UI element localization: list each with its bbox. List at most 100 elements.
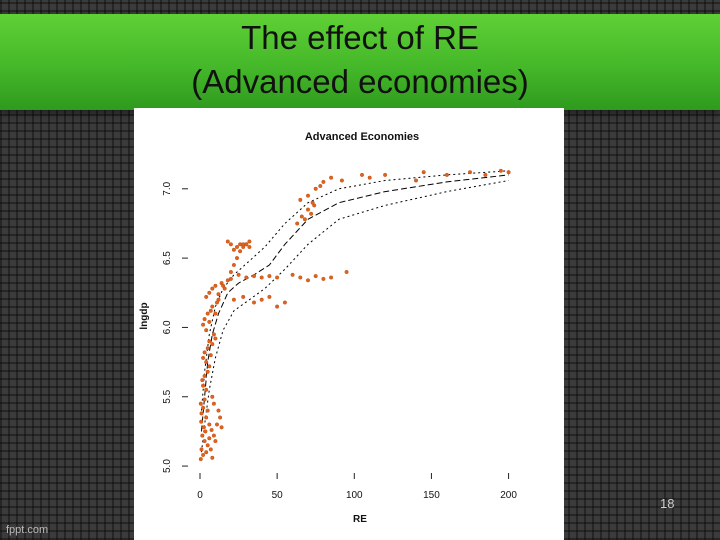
data-point-121	[498, 168, 503, 173]
data-point-57	[213, 283, 218, 288]
data-point-117	[421, 170, 426, 175]
y-axis: 5.0 5.5 6.0 6.5 7.0	[162, 181, 188, 473]
data-point-63	[228, 269, 233, 274]
data-point-23	[214, 422, 219, 427]
data-point-83	[267, 274, 272, 279]
fit-curve-1	[201, 174, 509, 432]
data-point-110	[321, 179, 326, 184]
data-point-79	[236, 272, 241, 277]
data-point-18	[205, 408, 210, 413]
data-point-111	[329, 175, 334, 180]
data-point-65	[234, 256, 239, 261]
data-point-55	[207, 290, 212, 295]
data-point-71	[228, 242, 233, 247]
data-point-95	[313, 274, 318, 279]
data-point-33	[205, 369, 210, 374]
data-point-49	[208, 308, 213, 313]
data-point-70	[225, 239, 230, 244]
data-point-9	[205, 443, 210, 448]
y-tick-label-0: 5.0	[162, 459, 173, 473]
data-point-22	[213, 439, 218, 444]
scatter-chart: Advanced Economies RE lngdp 0 50 100 150 200…	[139, 131, 517, 525]
data-point-103	[309, 211, 314, 216]
data-point-51	[213, 311, 218, 316]
data-point-91	[282, 300, 287, 305]
y-tick-label-2: 6.0	[162, 320, 173, 334]
data-point-17	[202, 397, 207, 402]
data-point-107	[310, 200, 315, 205]
data-point-31	[200, 378, 205, 383]
data-point-69	[247, 239, 252, 244]
data-point-5	[200, 433, 205, 438]
data-point-40	[208, 353, 213, 358]
data-point-20	[209, 428, 214, 433]
page-number: 18	[660, 496, 675, 511]
data-point-93	[298, 275, 303, 280]
data-point-8	[203, 429, 208, 434]
data-point-120	[483, 172, 488, 177]
x-tick-label-0: 0	[197, 490, 203, 501]
data-points	[198, 168, 511, 462]
data-point-38	[205, 346, 210, 351]
y-tick-label-3: 6.5	[162, 251, 173, 265]
data-point-56	[210, 286, 215, 291]
x-axis: 0 50 100 150 200	[197, 473, 517, 501]
data-point-90	[275, 304, 280, 309]
data-point-101	[302, 217, 307, 222]
fit-curve-3	[201, 180, 509, 453]
data-point-46	[202, 317, 207, 322]
data-point-7	[199, 419, 204, 424]
data-point-12	[210, 455, 215, 460]
data-point-86	[241, 294, 246, 299]
data-point-85	[231, 297, 236, 302]
data-point-42	[211, 332, 216, 337]
data-point-35	[204, 360, 209, 365]
data-point-28	[210, 394, 215, 399]
x-axis-label: RE	[353, 514, 367, 525]
data-point-118	[444, 172, 449, 177]
data-point-53	[216, 297, 221, 302]
data-point-6	[201, 425, 206, 430]
data-point-30	[201, 383, 206, 388]
data-point-0	[198, 457, 203, 462]
y-tick-label-1: 5.5	[162, 389, 173, 403]
fit-curve-2	[201, 170, 509, 411]
data-point-66	[238, 249, 243, 254]
data-point-92	[290, 272, 295, 277]
data-point-88	[259, 297, 264, 302]
data-point-73	[234, 244, 239, 249]
data-point-76	[244, 242, 249, 247]
data-point-105	[298, 197, 303, 202]
data-point-78	[228, 276, 233, 281]
data-point-26	[219, 425, 224, 430]
x-tick-label-3: 150	[423, 490, 440, 501]
data-point-19	[207, 422, 212, 427]
data-point-41	[210, 342, 215, 347]
data-point-47	[205, 311, 210, 316]
slide-title-line-1: The effect of RE	[241, 19, 479, 56]
data-point-112	[339, 178, 344, 183]
data-point-81	[251, 274, 256, 279]
data-point-108	[313, 186, 318, 191]
slide-title-line-2: (Advanced economies)	[191, 63, 529, 100]
data-point-106	[305, 193, 310, 198]
data-point-13	[199, 411, 204, 416]
data-point-94	[305, 278, 310, 283]
title-band: The effect of RE (Advanced economies)	[0, 14, 720, 110]
data-point-16	[204, 415, 209, 420]
x-tick-label-4: 200	[500, 490, 517, 501]
y-axis-label: lngdp	[139, 302, 150, 329]
data-point-77	[247, 244, 252, 249]
data-point-11	[208, 447, 213, 452]
data-point-48	[207, 319, 212, 324]
chart-title: Advanced Economies	[305, 131, 419, 143]
data-point-44	[204, 328, 209, 333]
data-point-122	[506, 170, 511, 175]
data-point-39	[207, 339, 212, 344]
data-point-114	[367, 175, 372, 180]
data-point-1	[199, 447, 204, 452]
data-point-100	[299, 214, 304, 219]
data-point-43	[213, 336, 218, 341]
chart-panel: Advanced Economies RE lngdp 0 50 100 150 200…	[134, 108, 564, 540]
data-point-24	[216, 408, 221, 413]
